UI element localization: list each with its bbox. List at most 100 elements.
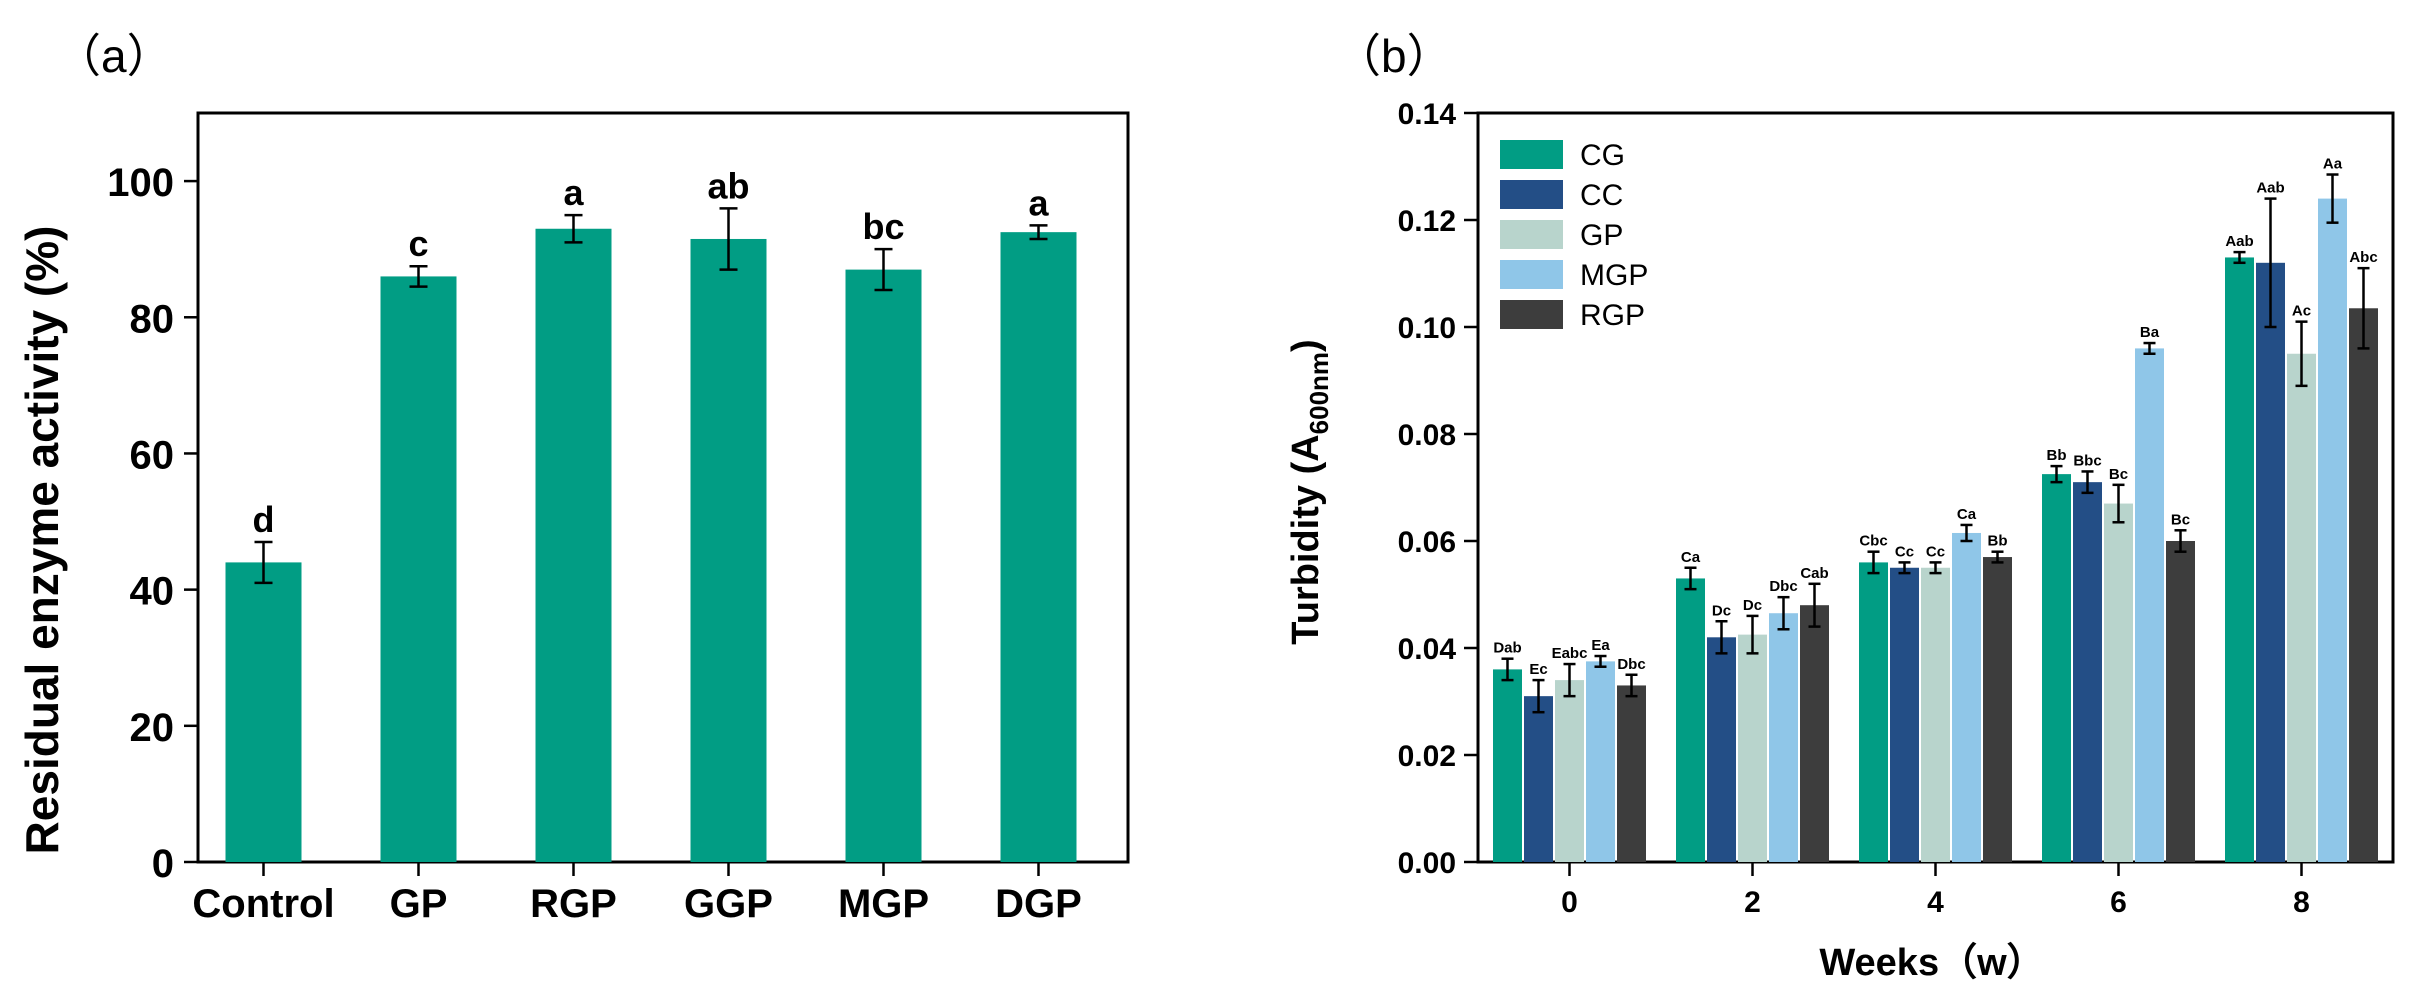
panel-a-x-tick-label: GP [390, 882, 448, 926]
panel-b-bar-mgp-week-0 [1586, 661, 1615, 862]
panel-b-bar-gp-week-4 [1921, 567, 1950, 862]
panel-b-legend-swatch-cc [1500, 180, 1563, 209]
panel-a-axes: 0 20 40 60 80 100 Control GP RGP GGP MGP DGP [107, 111, 1130, 926]
panel-b-significance-letter: Cbc [1859, 533, 1887, 550]
panel-b-bar-gp-week-0 [1555, 680, 1584, 862]
panel-b-significance-letter: Cc [1895, 543, 1914, 560]
panel-a-significance-letter: a [1028, 182, 1049, 223]
panel-b-bar-gp-week-8 [2287, 353, 2316, 862]
panel-b-significance-letter: Ba [2140, 324, 2160, 341]
panel-b-y-axis-label-main: Turbidity (A [1285, 434, 1327, 644]
panel-b-bar-cg-week-8 [2225, 257, 2254, 862]
panel-b-x-axis-label: Weeks（w） [1819, 942, 2044, 984]
panel-b-y-tick-label: 0.12 [1398, 205, 1456, 238]
panel-b-significance-letter: Dc [1712, 602, 1731, 619]
panel-b-bar-rgp-week-0 [1617, 685, 1646, 862]
panel-a-label: （a） [55, 30, 173, 82]
panel-a-y-tick-label: 60 [130, 433, 175, 477]
panel-b-significance-letter: Cab [1800, 565, 1828, 582]
panel-b-bar-rgp-week-4 [1983, 557, 2012, 862]
panel-b-axes: 0.00 0.02 0.04 0.06 0.08 0.10 0.12 0.14 0 2 4 6 8 [1398, 98, 2395, 919]
panel-a-bar-control [225, 562, 302, 862]
panel-b-legend: CG CC GP MGP RGP [1500, 139, 1648, 332]
panel-a-x-tick-label: GGP [684, 882, 773, 926]
panel-a-significance-letter: c [408, 223, 428, 264]
panel-b-significance-letter: Dbc [1617, 656, 1645, 673]
panel-b-bar-cc-week-0 [1524, 696, 1553, 862]
panel-b-y-tick-label: 0.10 [1398, 312, 1456, 345]
panel-b-significance-letter: Aab [2225, 233, 2253, 250]
panel-b-bar-rgp-week-2 [1800, 605, 1829, 862]
panel-a-chart: （a） Residual enzyme activity (%) 0 20 40 60… [16, 30, 1130, 926]
panel-a-significance-letter: ab [707, 165, 749, 206]
panel-a-bars: d c a ab bc a [225, 165, 1077, 863]
panel-b-y-tick-label: 0.08 [1398, 419, 1456, 452]
panel-a-y-tick-label: 100 [107, 161, 174, 205]
panel-b-legend-swatch-rgp [1500, 300, 1563, 329]
panel-b-significance-letter: Aab [2256, 180, 2284, 197]
panel-b-y-tick-label: 0.02 [1398, 740, 1456, 773]
panel-b-bar-cc-week-2 [1707, 637, 1736, 862]
panel-a-bar-rgp [535, 228, 612, 863]
panel-b-y-tick-label: 0.06 [1398, 526, 1456, 559]
panel-a-x-tick-label: DGP [995, 882, 1082, 926]
panel-b-significance-letter: Ec [1529, 661, 1547, 678]
panel-b-bar-mgp-week-2 [1769, 613, 1798, 862]
panel-b-bar-mgp-week-4 [1952, 532, 1981, 862]
panel-b-bar-cc-week-4 [1890, 567, 1919, 862]
panel-b-bar-cg-week-0 [1493, 669, 1522, 862]
panel-b-bar-rgp-week-8 [2349, 308, 2378, 862]
panel-b-legend-swatch-cg [1500, 140, 1563, 169]
panel-b-x-tick-label: 6 [2110, 886, 2127, 919]
panel-a-x-tick-label: MGP [838, 882, 929, 926]
panel-b-bar-mgp-week-6 [2135, 348, 2164, 862]
panel-b-bar-gp-week-6 [2104, 503, 2133, 862]
panel-a-y-tick-label: 0 [152, 842, 174, 886]
panel-b-significance-letter: Bc [2171, 511, 2190, 528]
panel-a-y-axis-label: Residual enzyme activity (%) [16, 226, 68, 855]
panel-b-significance-letter: Ea [1591, 637, 1610, 654]
panel-b-significance-letter: Dbc [1769, 578, 1797, 595]
panel-a-y-tick-label: 40 [130, 570, 175, 614]
panel-b-significance-letter: Bb [1988, 533, 2008, 550]
panel-a-significance-letter: d [253, 499, 275, 540]
panel-a-bar-dgp [1000, 232, 1077, 863]
panel-b-legend-label-cc: CC [1580, 179, 1623, 212]
panel-b-legend-label-rgp: RGP [1580, 299, 1645, 332]
panel-a-plot-frame [196, 111, 1130, 864]
panel-b-y-axis-label-end: ) [1285, 339, 1327, 352]
panel-a-bar-mgp [845, 269, 922, 862]
panel-b-chart: （b） Turbidity (A600nm) Weeks（w） 0.00 0.02… [1285, 30, 2395, 984]
panel-b-significance-letter: Abc [2349, 249, 2377, 266]
panel-b-bar-cc-week-6 [2073, 482, 2102, 862]
panel-b-significance-letter: Ca [1681, 549, 1701, 566]
panel-b-bar-cg-week-6 [2042, 474, 2071, 862]
panel-b-x-tick-label: 0 [1561, 886, 1578, 919]
panel-b-significance-letter: Ca [1957, 506, 1977, 523]
panel-b-y-axis-label: Turbidity (A600nm) [1285, 339, 1334, 644]
panel-b-significance-letter: Bb [2047, 447, 2067, 464]
panel-b-legend-label-cg: CG [1580, 139, 1625, 172]
panel-b-legend-swatch-gp [1500, 220, 1563, 249]
panel-b-y-tick-label: 0.14 [1398, 98, 1457, 131]
panel-b-bar-gp-week-2 [1738, 634, 1767, 862]
panel-b-bar-cg-week-2 [1676, 578, 1705, 862]
panel-b-significance-letter: Bc [2109, 466, 2128, 483]
panel-b-significance-letter: Dc [1743, 597, 1762, 614]
panel-b-bar-rgp-week-6 [2166, 541, 2195, 862]
panel-b-significance-letter: Cc [1926, 543, 1945, 560]
panel-b-y-tick-label: 0.04 [1398, 633, 1457, 666]
panel-b-y-axis-label-subscript: 600nm [1304, 352, 1334, 434]
panel-b-y-tick-label: 0.00 [1398, 847, 1456, 880]
panel-b-x-tick-label: 2 [1744, 886, 1761, 919]
panel-b-bar-cg-week-4 [1859, 562, 1888, 862]
panel-b-legend-label-gp: GP [1580, 219, 1623, 252]
panel-b-significance-letter: Aa [2323, 156, 2343, 173]
panel-a-x-tick-label: Control [192, 882, 334, 926]
panel-a-bar-gp [380, 276, 457, 862]
panel-a-x-tick-label: RGP [530, 882, 617, 926]
panel-a-y-tick-label: 80 [130, 297, 175, 341]
panel-b-significance-letter: Ac [2292, 303, 2311, 320]
